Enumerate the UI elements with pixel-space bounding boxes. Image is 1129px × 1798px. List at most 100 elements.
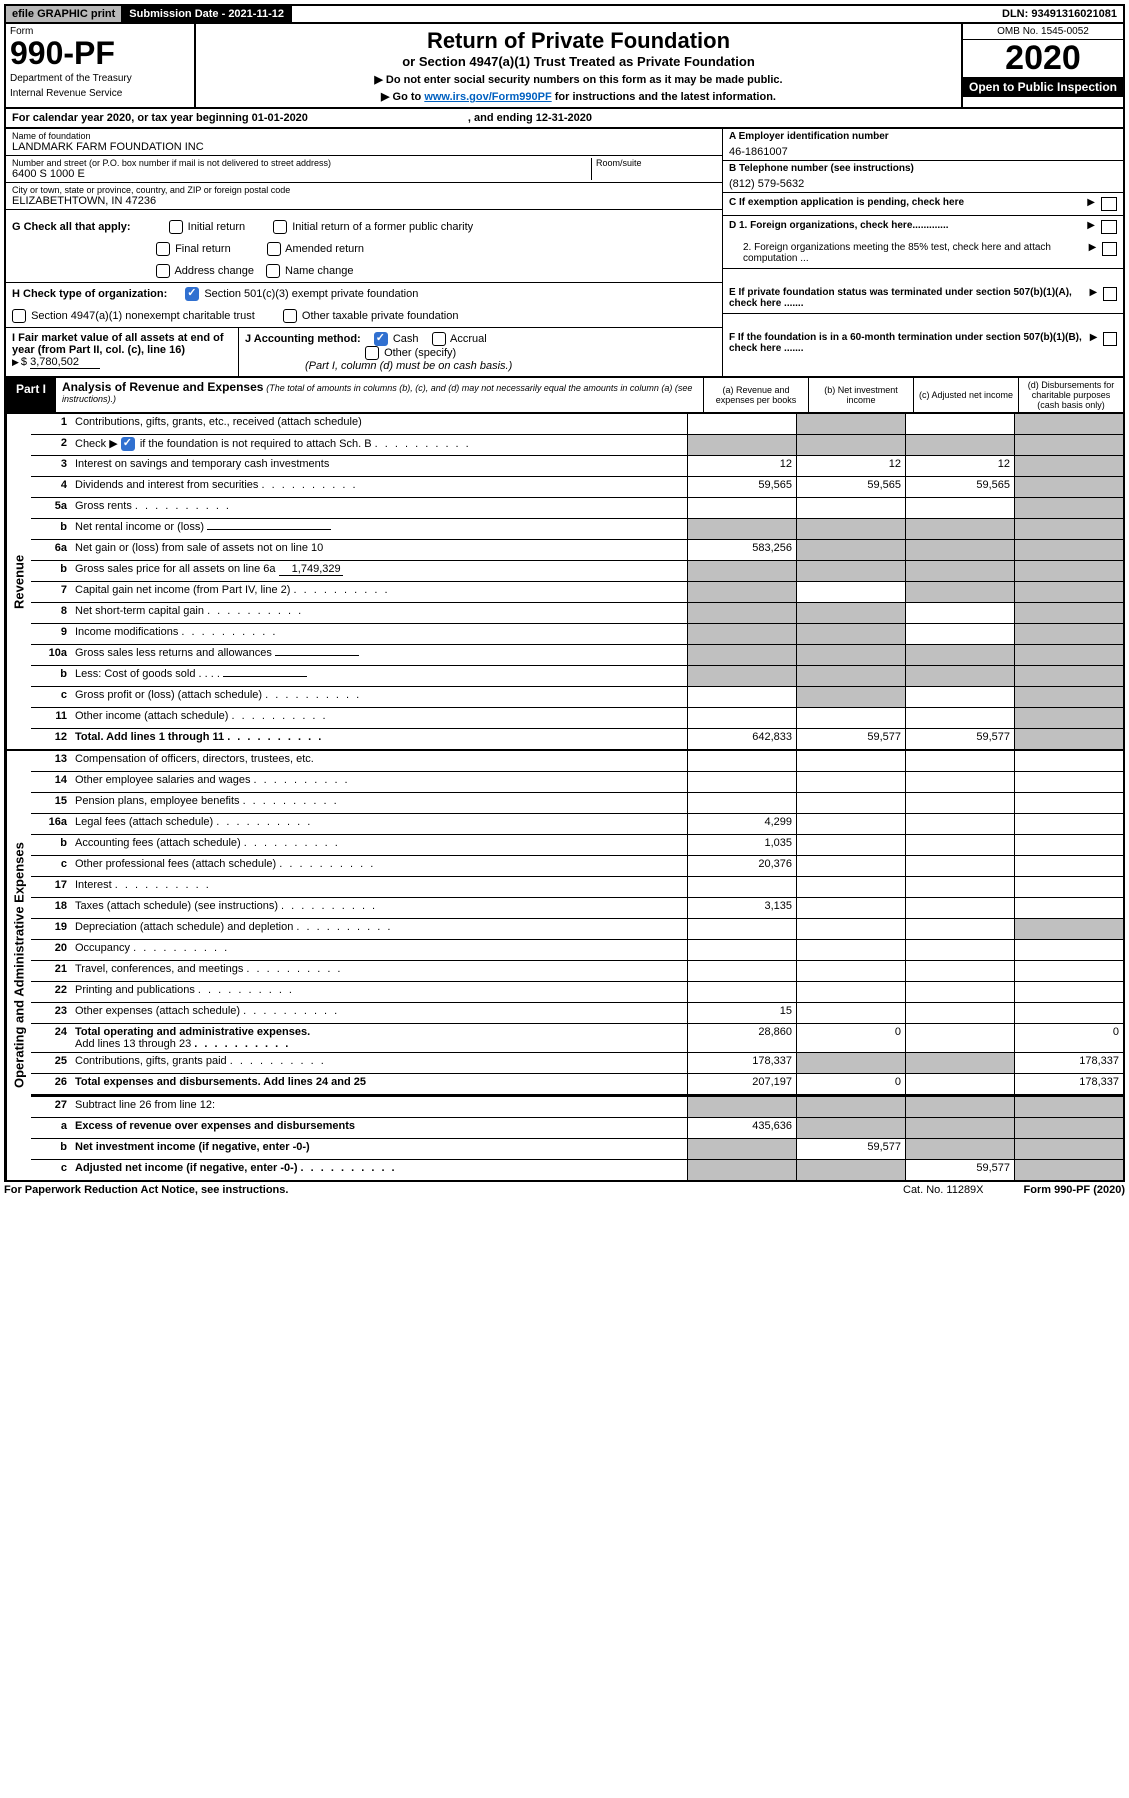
g-o4: Amended return	[285, 243, 364, 255]
v12c: 59,577	[905, 729, 1014, 749]
checkbox-accrual[interactable]	[432, 332, 446, 346]
checkbox-d1[interactable]	[1101, 220, 1117, 234]
i-value-prefix: $	[12, 356, 30, 368]
irs-link[interactable]: www.irs.gov/Form990PF	[424, 91, 551, 103]
checkbox-4947[interactable]	[12, 309, 26, 323]
paperwork-notice: For Paperwork Reduction Act Notice, see …	[4, 1184, 288, 1196]
header-left: Form 990-PF Department of the Treasury I…	[6, 24, 196, 107]
item-f: F If the foundation is in a 60-month ter…	[723, 328, 1123, 384]
v24a: 28,860	[687, 1024, 796, 1052]
line-27b: Net investment income (if negative, ente…	[71, 1139, 687, 1159]
checkbox-sch-b[interactable]	[121, 437, 135, 451]
j-note: (Part I, column (d) must be on cash basi…	[305, 360, 512, 372]
instruction-2: ▶ Go to www.irs.gov/Form990PF for instru…	[200, 90, 957, 103]
part1-header: Part I Analysis of Revenue and Expenses …	[4, 378, 1125, 414]
line-19: Depreciation (attach schedule) and deple…	[71, 919, 687, 939]
i-label: I Fair market value of all assets at end…	[12, 332, 224, 356]
v6a: 583,256	[687, 540, 796, 560]
h-row: H Check type of organization: Section 50…	[4, 283, 1125, 328]
entity-info-block: Name of foundation LANDMARK FARM FOUNDAT…	[4, 129, 1125, 216]
top-bar: efile GRAPHIC print Submission Date - 20…	[4, 4, 1125, 24]
checkbox-f[interactable]	[1103, 332, 1117, 346]
form-number: 990-PF	[10, 37, 190, 69]
h-o1: Section 501(c)(3) exempt private foundat…	[204, 288, 418, 300]
v16a: 4,299	[687, 814, 796, 834]
expenses-table: Operating and Administrative Expenses 13…	[4, 751, 1125, 1182]
line-27a: Excess of revenue over expenses and disb…	[71, 1118, 687, 1138]
entity-right: A Employer identification number 46-1861…	[722, 129, 1123, 216]
line-26: Total expenses and disbursements. Add li…	[71, 1074, 687, 1094]
line-17: Interest	[71, 877, 687, 897]
form-title: Return of Private Foundation	[200, 28, 957, 54]
submission-date: Submission Date - 2021-11-12	[123, 6, 292, 22]
checkbox-d2[interactable]	[1102, 242, 1117, 256]
addr-label: Number and street (or P.O. box number if…	[12, 158, 591, 168]
line-20: Occupancy	[71, 940, 687, 960]
header-right: OMB No. 1545-0052 2020 Open to Public In…	[961, 24, 1123, 107]
v4a: 59,565	[687, 477, 796, 497]
dept-treasury: Department of the Treasury	[10, 73, 190, 84]
irs-label: Internal Revenue Service	[10, 88, 190, 99]
checkbox-initial-return[interactable]	[169, 220, 183, 234]
checkbox-initial-former[interactable]	[273, 220, 287, 234]
line-15: Pension plans, employee benefits	[71, 793, 687, 813]
foundation-name-cell: Name of foundation LANDMARK FARM FOUNDAT…	[6, 129, 722, 156]
v3a: 12	[687, 456, 796, 476]
v16b: 1,035	[687, 835, 796, 855]
v27b: 59,577	[796, 1139, 905, 1159]
col-a-head: (a) Revenue and expenses per books	[703, 378, 808, 412]
checkbox-other-taxable[interactable]	[283, 309, 297, 323]
v12a: 642,833	[687, 729, 796, 749]
name-label: Name of foundation	[12, 131, 716, 141]
line-21: Travel, conferences, and meetings	[71, 961, 687, 981]
v26a: 207,197	[687, 1074, 796, 1094]
v23a: 15	[687, 1003, 796, 1023]
checkbox-e[interactable]	[1103, 287, 1117, 301]
v12b: 59,577	[796, 729, 905, 749]
g-row: G Check all that apply: Initial return I…	[4, 216, 1125, 283]
h-o2: Section 4947(a)(1) nonexempt charitable …	[31, 310, 255, 322]
checkbox-cash[interactable]	[374, 332, 388, 346]
form-header: Form 990-PF Department of the Treasury I…	[4, 24, 1125, 109]
line-25: Contributions, gifts, grants paid	[71, 1053, 687, 1073]
arrow-icon: ▶	[1089, 287, 1097, 298]
j-accrual: Accrual	[450, 333, 487, 345]
ijf-row: I Fair market value of all assets at end…	[4, 328, 1125, 378]
v24b: 0	[796, 1024, 905, 1052]
c-label: C If exemption application is pending, c…	[729, 197, 964, 208]
line-12: Total. Add lines 1 through 11	[71, 729, 687, 749]
g-o5: Address change	[174, 265, 254, 277]
checkbox-c[interactable]	[1101, 197, 1117, 211]
item-d1: D 1. Foreign organizations, check here..…	[723, 216, 1123, 238]
ein-cell: A Employer identification number 46-1861…	[723, 129, 1123, 161]
checkbox-address-change[interactable]	[156, 264, 170, 278]
header-title-block: Return of Private Foundation or Section …	[196, 24, 961, 107]
checkbox-name-change[interactable]	[266, 264, 280, 278]
col-d-head: (d) Disbursements for charitable purpose…	[1018, 378, 1123, 412]
checkbox-amended[interactable]	[267, 242, 281, 256]
line-22: Printing and publications	[71, 982, 687, 1002]
line-18: Taxes (attach schedule) (see instruction…	[71, 898, 687, 918]
checkbox-501c3[interactable]	[185, 287, 199, 301]
v26b: 0	[796, 1074, 905, 1094]
line-23: Other expenses (attach schedule)	[71, 1003, 687, 1023]
line-10a: Gross sales less returns and allowances	[71, 645, 687, 665]
j-label: J Accounting method:	[245, 333, 361, 345]
line-2: Check ▶ if the foundation is not require…	[71, 435, 687, 455]
checkbox-other-method[interactable]	[365, 346, 379, 360]
checkbox-final-return[interactable]	[156, 242, 170, 256]
v3c: 12	[905, 456, 1014, 476]
efile-print-button[interactable]: efile GRAPHIC print	[6, 6, 123, 22]
item-e: E If private foundation status was termi…	[723, 283, 1123, 314]
h-o3: Other taxable private foundation	[302, 310, 459, 322]
line-24: Total operating and administrative expen…	[71, 1024, 687, 1052]
address-cell: Number and street (or P.O. box number if…	[6, 156, 722, 183]
inst2-pre: ▶ Go to	[381, 91, 424, 103]
room-label: Room/suite	[596, 158, 716, 168]
part1-label: Part I	[6, 378, 56, 412]
line-16a: Legal fees (attach schedule)	[71, 814, 687, 834]
v25d: 178,337	[1014, 1053, 1123, 1073]
instruction-1: ▶ Do not enter social security numbers o…	[200, 73, 957, 86]
line-8: Net short-term capital gain	[71, 603, 687, 623]
v3b: 12	[796, 456, 905, 476]
